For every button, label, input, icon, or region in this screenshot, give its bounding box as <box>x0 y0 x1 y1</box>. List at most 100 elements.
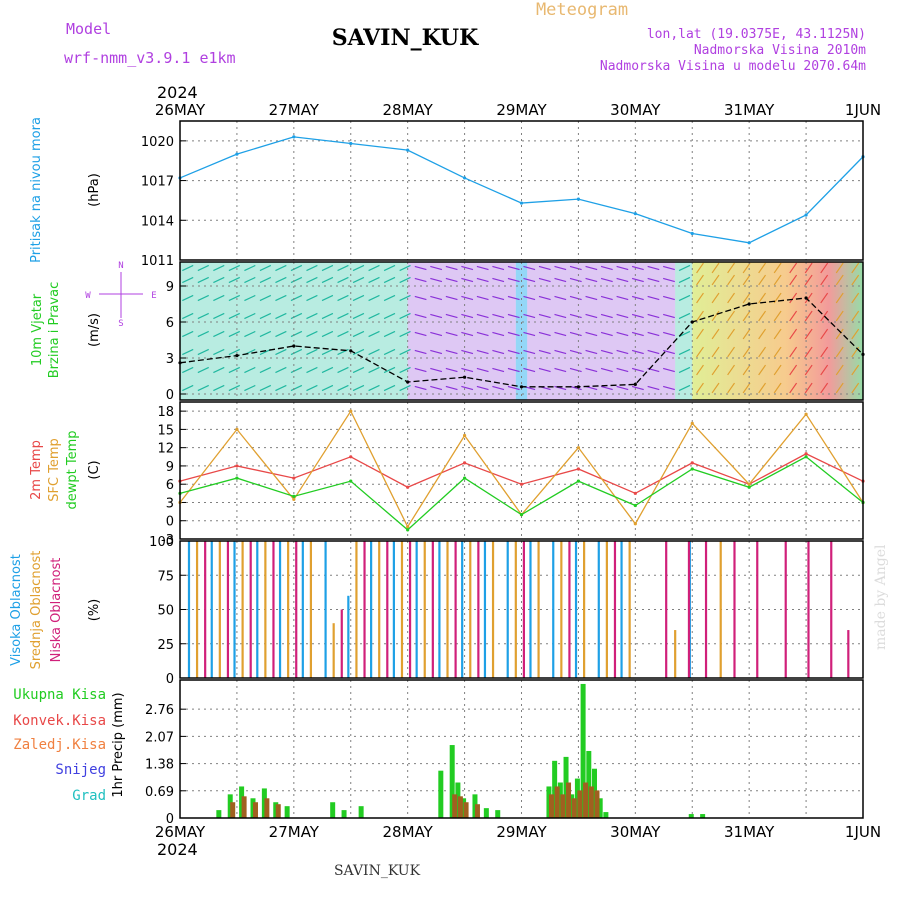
bar-precipitation-1-4 <box>275 804 281 818</box>
wind-barb-3-13 <box>383 330 396 338</box>
point-temperature-1-7 <box>576 446 581 450</box>
bottom-time-label-6: 1JUN <box>845 823 881 841</box>
ylabel-cloud-low: Niska Oblacnost <box>49 558 64 663</box>
bar-clouds-0-16 <box>552 541 555 678</box>
bar-clouds-2-11 <box>477 541 480 678</box>
bar-clouds-0-6 <box>324 541 327 678</box>
elevation-text: Nadmorska Visina 2010m <box>694 43 866 58</box>
bar-precipitation-1-12 <box>566 782 572 818</box>
wind-band-purple-2 <box>527 262 676 400</box>
point-pressure-0-9 <box>690 231 694 236</box>
point-temperature-2-10 <box>747 485 751 489</box>
wind-barb-6-37 <box>758 274 767 286</box>
wind-barb-1-24 <box>554 367 567 373</box>
bar-clouds-0-7 <box>347 595 350 678</box>
wind-barb-4-19 <box>476 313 489 319</box>
wind-barb-3-38 <box>773 328 782 340</box>
bar-precipitation-0-7 <box>330 802 336 818</box>
wind-barb-4-13 <box>383 312 396 320</box>
wind-barb-1-14 <box>399 366 411 374</box>
wind-barb-3-28 <box>616 331 629 337</box>
point-temperature-2-6 <box>519 513 524 517</box>
wind-barb-4-18 <box>461 313 474 319</box>
wind-barb-1-39 <box>789 364 798 376</box>
point-wind-0-5 <box>462 375 467 379</box>
wind-barb-7-13 <box>383 264 396 272</box>
point-temperature-1-11 <box>804 412 808 416</box>
wind-barb-3-36 <box>742 328 751 340</box>
wind-barb-2-11 <box>352 348 365 356</box>
wind-barb-0-40 <box>804 382 813 394</box>
wind-barb-5-41 <box>820 292 829 304</box>
compass-e: E <box>151 291 156 301</box>
wind-barb-1-18 <box>461 367 474 373</box>
wind-barb-2-6 <box>275 348 287 356</box>
wind-barb-2-42 <box>835 346 844 358</box>
ytick-label: 1020 <box>141 135 174 150</box>
wind-barb-0-17 <box>445 385 458 391</box>
wind-barb-3-7 <box>290 330 303 338</box>
bar-precipitation-1-16 <box>588 786 594 818</box>
point-temperature-2-8 <box>633 503 637 508</box>
wind-barb-5-33 <box>696 292 704 304</box>
wind-barb-7-25 <box>569 265 582 271</box>
wind-barb-7-21 <box>507 265 520 271</box>
bar-clouds-2-12 <box>522 541 525 678</box>
top-time-label-1: 27MAY <box>269 101 320 119</box>
point-wind-0-10 <box>747 302 751 306</box>
wind-barb-0-31 <box>663 385 675 391</box>
wind-barb-1-33 <box>696 364 704 376</box>
wind-barb-7-12 <box>368 264 380 272</box>
wind-barb-6-41 <box>820 274 829 286</box>
bar-clouds-2-7 <box>386 541 389 678</box>
wind-barb-7-16 <box>430 265 443 271</box>
top-time-label-5: 31MAY <box>724 101 775 119</box>
wind-barb-6-1 <box>197 276 209 284</box>
ytick-label: 0 <box>166 388 174 403</box>
wind-barb-6-20 <box>492 277 505 283</box>
wind-barb-3-6 <box>275 330 287 338</box>
wind-barb-2-35 <box>727 346 735 358</box>
model-label: Model <box>66 20 111 38</box>
wind-barb-4-29 <box>631 313 644 319</box>
wind-barb-3-41 <box>820 328 829 340</box>
unit-wind: (m/s) <box>87 313 102 347</box>
wind-barb-2-9 <box>321 348 334 356</box>
wind-barb-4-2 <box>213 312 225 320</box>
wind-barb-2-23 <box>538 349 551 355</box>
wind-barb-5-13 <box>383 294 396 302</box>
wind-barb-5-27 <box>600 295 613 301</box>
wind-barb-3-21 <box>507 331 520 337</box>
wind-barb-7-26 <box>585 265 598 271</box>
wind-barb-5-23 <box>538 295 551 301</box>
point-temperature-0-1 <box>235 464 239 468</box>
point-temperature-0-5 <box>462 461 467 465</box>
bottom-time-label-2: 28MAY <box>383 823 434 841</box>
wind-barb-2-33 <box>696 346 704 358</box>
ytick-label: 6 <box>166 316 174 331</box>
station-title: SAVIN_KUK <box>332 25 479 51</box>
ytick-label: 25 <box>157 638 174 653</box>
point-pressure-0-3 <box>349 141 353 146</box>
wind-barb-0-28 <box>616 385 629 391</box>
wind-barb-6-2 <box>213 276 225 284</box>
wind-barb-3-23 <box>538 331 551 337</box>
wind-barb-3-40 <box>804 328 813 340</box>
bottom-time-label-5: 31MAY <box>724 823 775 841</box>
point-pressure-0-8 <box>633 212 637 216</box>
bar-clouds-2-3 <box>272 541 275 678</box>
wind-barb-2-13 <box>383 348 396 356</box>
wind-barb-7-9 <box>321 264 334 272</box>
point-wind-0-11 <box>804 296 808 300</box>
wind-barb-0-34 <box>711 382 720 394</box>
wind-barb-7-20 <box>492 265 505 271</box>
wind-barb-1-20 <box>492 367 505 373</box>
wind-barb-7-42 <box>835 262 844 274</box>
point-wind-0-7 <box>576 385 581 389</box>
wind-barb-1-11 <box>352 366 365 374</box>
point-pressure-0-11 <box>804 213 808 217</box>
wind-barb-1-21 <box>507 367 520 373</box>
wind-barb-2-16 <box>430 349 443 355</box>
panel-frame <box>179 261 864 401</box>
